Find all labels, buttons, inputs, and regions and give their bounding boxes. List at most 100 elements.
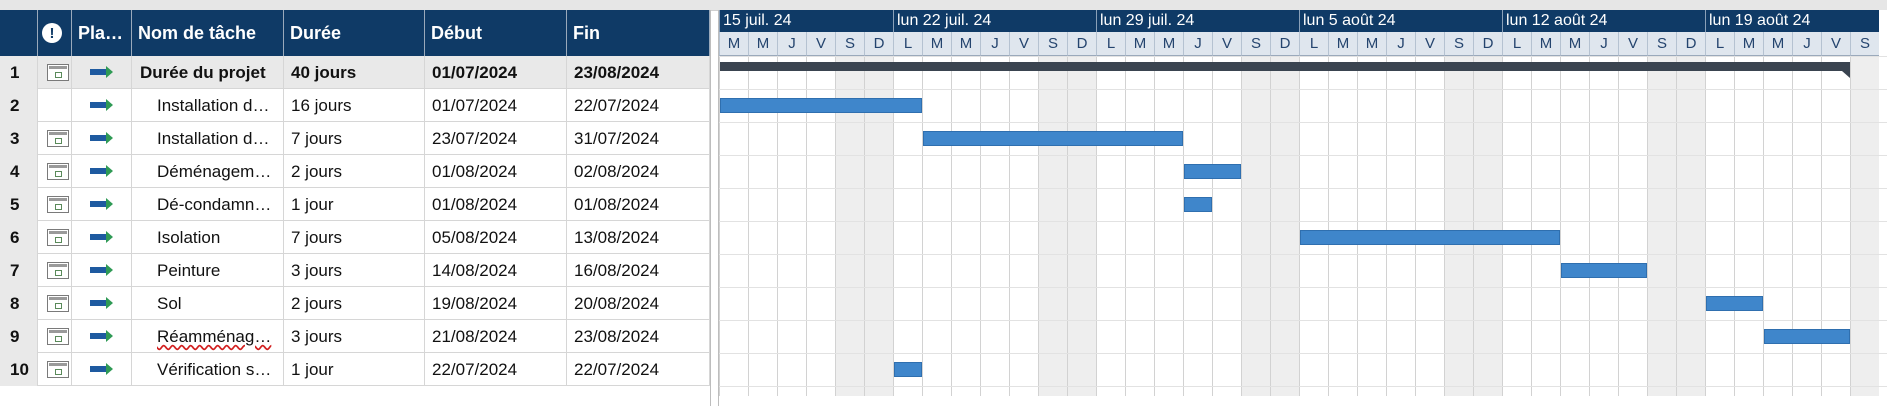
start-cell[interactable]: 22/07/2024: [425, 353, 567, 386]
finish-cell[interactable]: 23/08/2024: [567, 320, 710, 353]
start-cell[interactable]: 01/08/2024: [425, 155, 567, 188]
indicator-cell[interactable]: [38, 188, 72, 221]
start-cell[interactable]: 01/07/2024: [425, 56, 567, 89]
header-indicators[interactable]: !: [38, 10, 72, 56]
day-column: [1125, 56, 1154, 396]
task-row[interactable]: 7 Peinture 3 jours 14/08/2024 16/08/2024: [0, 254, 710, 287]
task-mode-cell[interactable]: [72, 155, 132, 188]
task-mode-cell[interactable]: [72, 320, 132, 353]
day-label: M: [922, 32, 951, 56]
task-mode-cell[interactable]: [72, 188, 132, 221]
row-number[interactable]: 1: [0, 56, 38, 89]
finish-cell[interactable]: 22/07/2024: [567, 353, 710, 386]
task-name-cell[interactable]: Installation d…: [132, 122, 284, 155]
header-task-mode[interactable]: Pla…: [72, 10, 132, 56]
header-row-number[interactable]: [0, 10, 38, 56]
duration-cell[interactable]: 40 jours: [284, 56, 425, 89]
start-cell[interactable]: 21/08/2024: [425, 320, 567, 353]
finish-cell[interactable]: 02/08/2024: [567, 155, 710, 188]
row-number[interactable]: 2: [0, 89, 38, 122]
start-cell[interactable]: 01/07/2024: [425, 89, 567, 122]
task-bar[interactable]: [1764, 329, 1850, 344]
task-row[interactable]: 10 Vérification s… 1 jour 22/07/2024 22/07/2…: [0, 353, 710, 386]
duration-cell[interactable]: 3 jours: [284, 320, 425, 353]
indicator-cell[interactable]: [38, 254, 72, 287]
indicator-cell[interactable]: [38, 122, 72, 155]
task-name-cell[interactable]: Déménagem…: [132, 155, 284, 188]
summary-task-row[interactable]: 1 Durée du projet 40 jours 01/07/2024 23/08/…: [0, 56, 710, 89]
indicator-cell[interactable]: [38, 320, 72, 353]
task-row[interactable]: 9 Réamménag… 3 jours 21/08/2024 23/08/2024: [0, 320, 710, 353]
task-mode-cell[interactable]: [72, 254, 132, 287]
duration-cell[interactable]: 7 jours: [284, 221, 425, 254]
task-mode-cell[interactable]: [72, 353, 132, 386]
task-name-cell[interactable]: Installation d…: [132, 89, 284, 122]
finish-cell[interactable]: 01/08/2024: [567, 188, 710, 221]
task-bar[interactable]: [1300, 230, 1560, 245]
duration-cell[interactable]: 16 jours: [284, 89, 425, 122]
duration-cell[interactable]: 2 jours: [284, 155, 425, 188]
finish-cell[interactable]: 20/08/2024: [567, 287, 710, 320]
indicator-cell[interactable]: [38, 56, 72, 89]
row-number[interactable]: 4: [0, 155, 38, 188]
task-row[interactable]: 5 Dé-condamn… 1 jour 01/08/2024 01/08/2024: [0, 188, 710, 221]
start-cell[interactable]: 14/08/2024: [425, 254, 567, 287]
task-bar[interactable]: [1184, 197, 1212, 212]
header-duration[interactable]: Durée: [284, 10, 425, 56]
indicator-cell[interactable]: [38, 353, 72, 386]
header-finish[interactable]: Fin: [567, 10, 710, 56]
start-cell[interactable]: 05/08/2024: [425, 221, 567, 254]
task-name-cell[interactable]: Isolation: [132, 221, 284, 254]
duration-cell[interactable]: 3 jours: [284, 254, 425, 287]
task-bar[interactable]: [720, 98, 922, 113]
finish-cell[interactable]: 22/07/2024: [567, 89, 710, 122]
task-row[interactable]: 3 Installation d… 7 jours 23/07/2024 31/07/2…: [0, 122, 710, 155]
row-number[interactable]: 6: [0, 221, 38, 254]
task-name-cell[interactable]: Sol: [132, 287, 284, 320]
task-name-cell[interactable]: Durée du projet: [132, 56, 284, 89]
task-mode-cell[interactable]: [72, 287, 132, 320]
duration-cell[interactable]: 2 jours: [284, 287, 425, 320]
task-bar[interactable]: [1184, 164, 1241, 179]
task-name-cell[interactable]: Réamménag…: [132, 320, 284, 353]
finish-cell[interactable]: 23/08/2024: [567, 56, 710, 89]
task-bar[interactable]: [1561, 263, 1647, 278]
task-row[interactable]: 2 Installation d… 16 jours 01/07/2024 22/07/…: [0, 89, 710, 122]
finish-cell[interactable]: 16/08/2024: [567, 254, 710, 287]
row-number[interactable]: 8: [0, 287, 38, 320]
indicator-cell[interactable]: [38, 221, 72, 254]
task-row[interactable]: 4 Déménagem… 2 jours 01/08/2024 02/08/2024: [0, 155, 710, 188]
start-cell[interactable]: 01/08/2024: [425, 188, 567, 221]
task-mode-cell[interactable]: [72, 122, 132, 155]
task-bar[interactable]: [923, 131, 1183, 146]
task-bar[interactable]: [1706, 296, 1763, 311]
task-name-cell[interactable]: Dé-condamn…: [132, 188, 284, 221]
duration-cell[interactable]: 1 jour: [284, 188, 425, 221]
task-mode-cell[interactable]: [72, 56, 132, 89]
duration-cell[interactable]: 1 jour: [284, 353, 425, 386]
calendar-constraint-icon: [47, 229, 69, 246]
indicator-cell[interactable]: [38, 287, 72, 320]
task-bar[interactable]: [894, 362, 922, 377]
row-number[interactable]: 9: [0, 320, 38, 353]
row-number[interactable]: 7: [0, 254, 38, 287]
start-cell[interactable]: 19/08/2024: [425, 287, 567, 320]
start-cell[interactable]: 23/07/2024: [425, 122, 567, 155]
row-number[interactable]: 3: [0, 122, 38, 155]
task-row[interactable]: 8 Sol 2 jours 19/08/2024 20/08/2024: [0, 287, 710, 320]
task-name-cell[interactable]: Vérification s…: [132, 353, 284, 386]
finish-cell[interactable]: 13/08/2024: [567, 221, 710, 254]
header-task-name[interactable]: Nom de tâche: [132, 10, 284, 56]
indicator-cell[interactable]: [38, 155, 72, 188]
task-row[interactable]: 6 Isolation 7 jours 05/08/2024 13/08/2024: [0, 221, 710, 254]
row-number[interactable]: 5: [0, 188, 38, 221]
task-name-cell[interactable]: Peinture: [132, 254, 284, 287]
duration-cell[interactable]: 7 jours: [284, 122, 425, 155]
task-mode-cell[interactable]: [72, 89, 132, 122]
finish-cell[interactable]: 31/07/2024: [567, 122, 710, 155]
header-start[interactable]: Début: [425, 10, 567, 56]
indicator-cell[interactable]: [38, 89, 72, 122]
task-mode-cell[interactable]: [72, 221, 132, 254]
summary-bar[interactable]: [720, 62, 1850, 71]
row-number[interactable]: 10: [0, 353, 38, 386]
